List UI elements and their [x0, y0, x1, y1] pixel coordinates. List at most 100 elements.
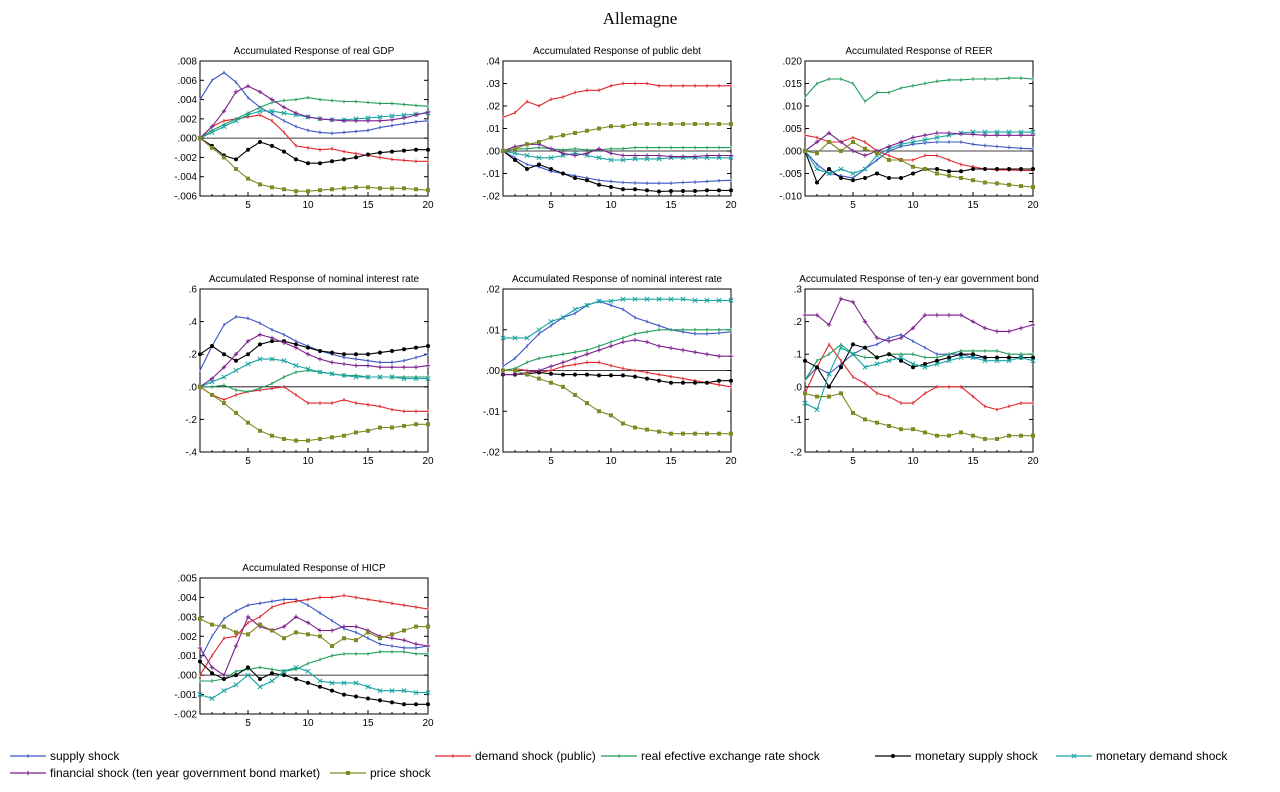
marker-x: [620, 296, 626, 302]
panel-6: Accumulated Response of ten-y ear govern…: [790, 274, 1039, 467]
marker-plus: [728, 153, 734, 158]
marker-plus: [572, 356, 578, 361]
marker-square: [705, 122, 709, 126]
marker-plus: [377, 118, 383, 123]
marker-plus: [704, 153, 710, 158]
series-line: [502, 150, 731, 161]
marker-plus: [898, 139, 904, 145]
marker-plus: [560, 151, 566, 156]
marker-dot: [258, 677, 262, 682]
marker-square: [390, 632, 394, 637]
series-supply-shock: [804, 140, 1034, 180]
marker-dot: [198, 352, 202, 357]
marker-dot: [633, 374, 637, 379]
marker-plus: [656, 153, 662, 158]
marker-x: [377, 688, 383, 694]
marker-square: [234, 630, 238, 635]
marker-plus: [910, 325, 916, 331]
marker-x: [269, 678, 275, 684]
marker-dot: [354, 352, 358, 357]
marker-square: [258, 428, 262, 433]
marker-plus: [341, 361, 347, 367]
marker-plus: [644, 339, 650, 345]
marker-x: [341, 372, 347, 378]
marker-plus: [401, 115, 407, 121]
marker-x: [341, 680, 347, 686]
series-line: [502, 150, 731, 193]
marker-x: [293, 664, 299, 670]
panel-5: Accumulated Response of nominal interest…: [483, 274, 737, 467]
marker-dot: [899, 358, 903, 363]
panel-title: Accumulated Response of HICP: [242, 563, 386, 574]
marker-plus: [922, 312, 928, 318]
y-tick-label: -.002: [174, 710, 197, 721]
marker-plus: [946, 130, 952, 136]
marker-plus: [365, 363, 371, 368]
marker-square: [633, 122, 637, 126]
marker-plus: [560, 360, 566, 365]
marker-dot: [911, 171, 915, 176]
marker-square: [899, 427, 903, 432]
marker-square: [983, 436, 987, 441]
marker-x: [934, 361, 940, 367]
marker-square: [911, 427, 915, 432]
y-tick-label: .6: [189, 285, 198, 296]
x-tick-label: 5: [850, 456, 856, 467]
marker-square: [959, 430, 963, 435]
marker-x: [982, 358, 988, 364]
marker-plus: [293, 614, 299, 620]
marker-x: [994, 129, 1000, 135]
marker-plus: [608, 343, 614, 349]
series-line: [502, 123, 731, 152]
marker-square: [501, 368, 505, 373]
marker-x: [572, 306, 578, 312]
marker-square: [258, 622, 262, 627]
marker-dot: [258, 140, 262, 144]
marker-square: [609, 413, 613, 418]
series-line: [804, 346, 1034, 411]
series-line: [502, 147, 731, 152]
marker-x: [850, 351, 856, 357]
marker-x: [233, 118, 239, 124]
marker-plus: [922, 133, 928, 138]
marker-plus: [910, 135, 916, 140]
marker-x: [365, 684, 371, 690]
marker-square: [923, 167, 927, 171]
marker-dot: [717, 378, 721, 383]
x-tick-label: 10: [605, 200, 617, 211]
marker-dot: [342, 157, 346, 162]
panel-title: Accumulated Response of ten-y ear govern…: [799, 274, 1039, 285]
marker-x: [377, 374, 383, 380]
x-tick-label: 20: [422, 200, 434, 211]
marker-x: [1006, 129, 1012, 135]
series-demand-shock-public-: [804, 342, 1034, 412]
marker-plus: [233, 352, 239, 357]
marker-square: [501, 149, 505, 153]
marker-plus: [413, 112, 419, 118]
y-tick-label: .00: [486, 366, 500, 377]
marker-dot: [983, 355, 987, 360]
marker-x: [1030, 129, 1036, 135]
marker-x: [257, 684, 263, 690]
series-line: [502, 329, 731, 372]
marker-dot: [246, 352, 250, 357]
marker-plus: [341, 118, 347, 123]
marker-dot: [402, 702, 406, 707]
marker-dot: [729, 378, 733, 383]
marker-plus: [257, 89, 263, 95]
marker-dot: [318, 161, 322, 166]
marker-x: [209, 129, 215, 135]
marker-x: [838, 166, 844, 172]
marker-dot: [234, 358, 238, 363]
marker-plus: [245, 338, 251, 344]
series-supply-shock: [502, 149, 732, 185]
marker-dot: [887, 352, 891, 357]
series-real-efective-exchange-rate-shock: [804, 76, 1034, 104]
marker-dot: [669, 189, 673, 194]
legend-label: demand shock (public): [475, 749, 596, 763]
marker-square: [414, 187, 418, 192]
y-tick-label: -.1: [790, 415, 802, 426]
marker-square: [1031, 433, 1035, 438]
marker-plus: [680, 154, 686, 159]
marker-dot: [1019, 167, 1023, 171]
